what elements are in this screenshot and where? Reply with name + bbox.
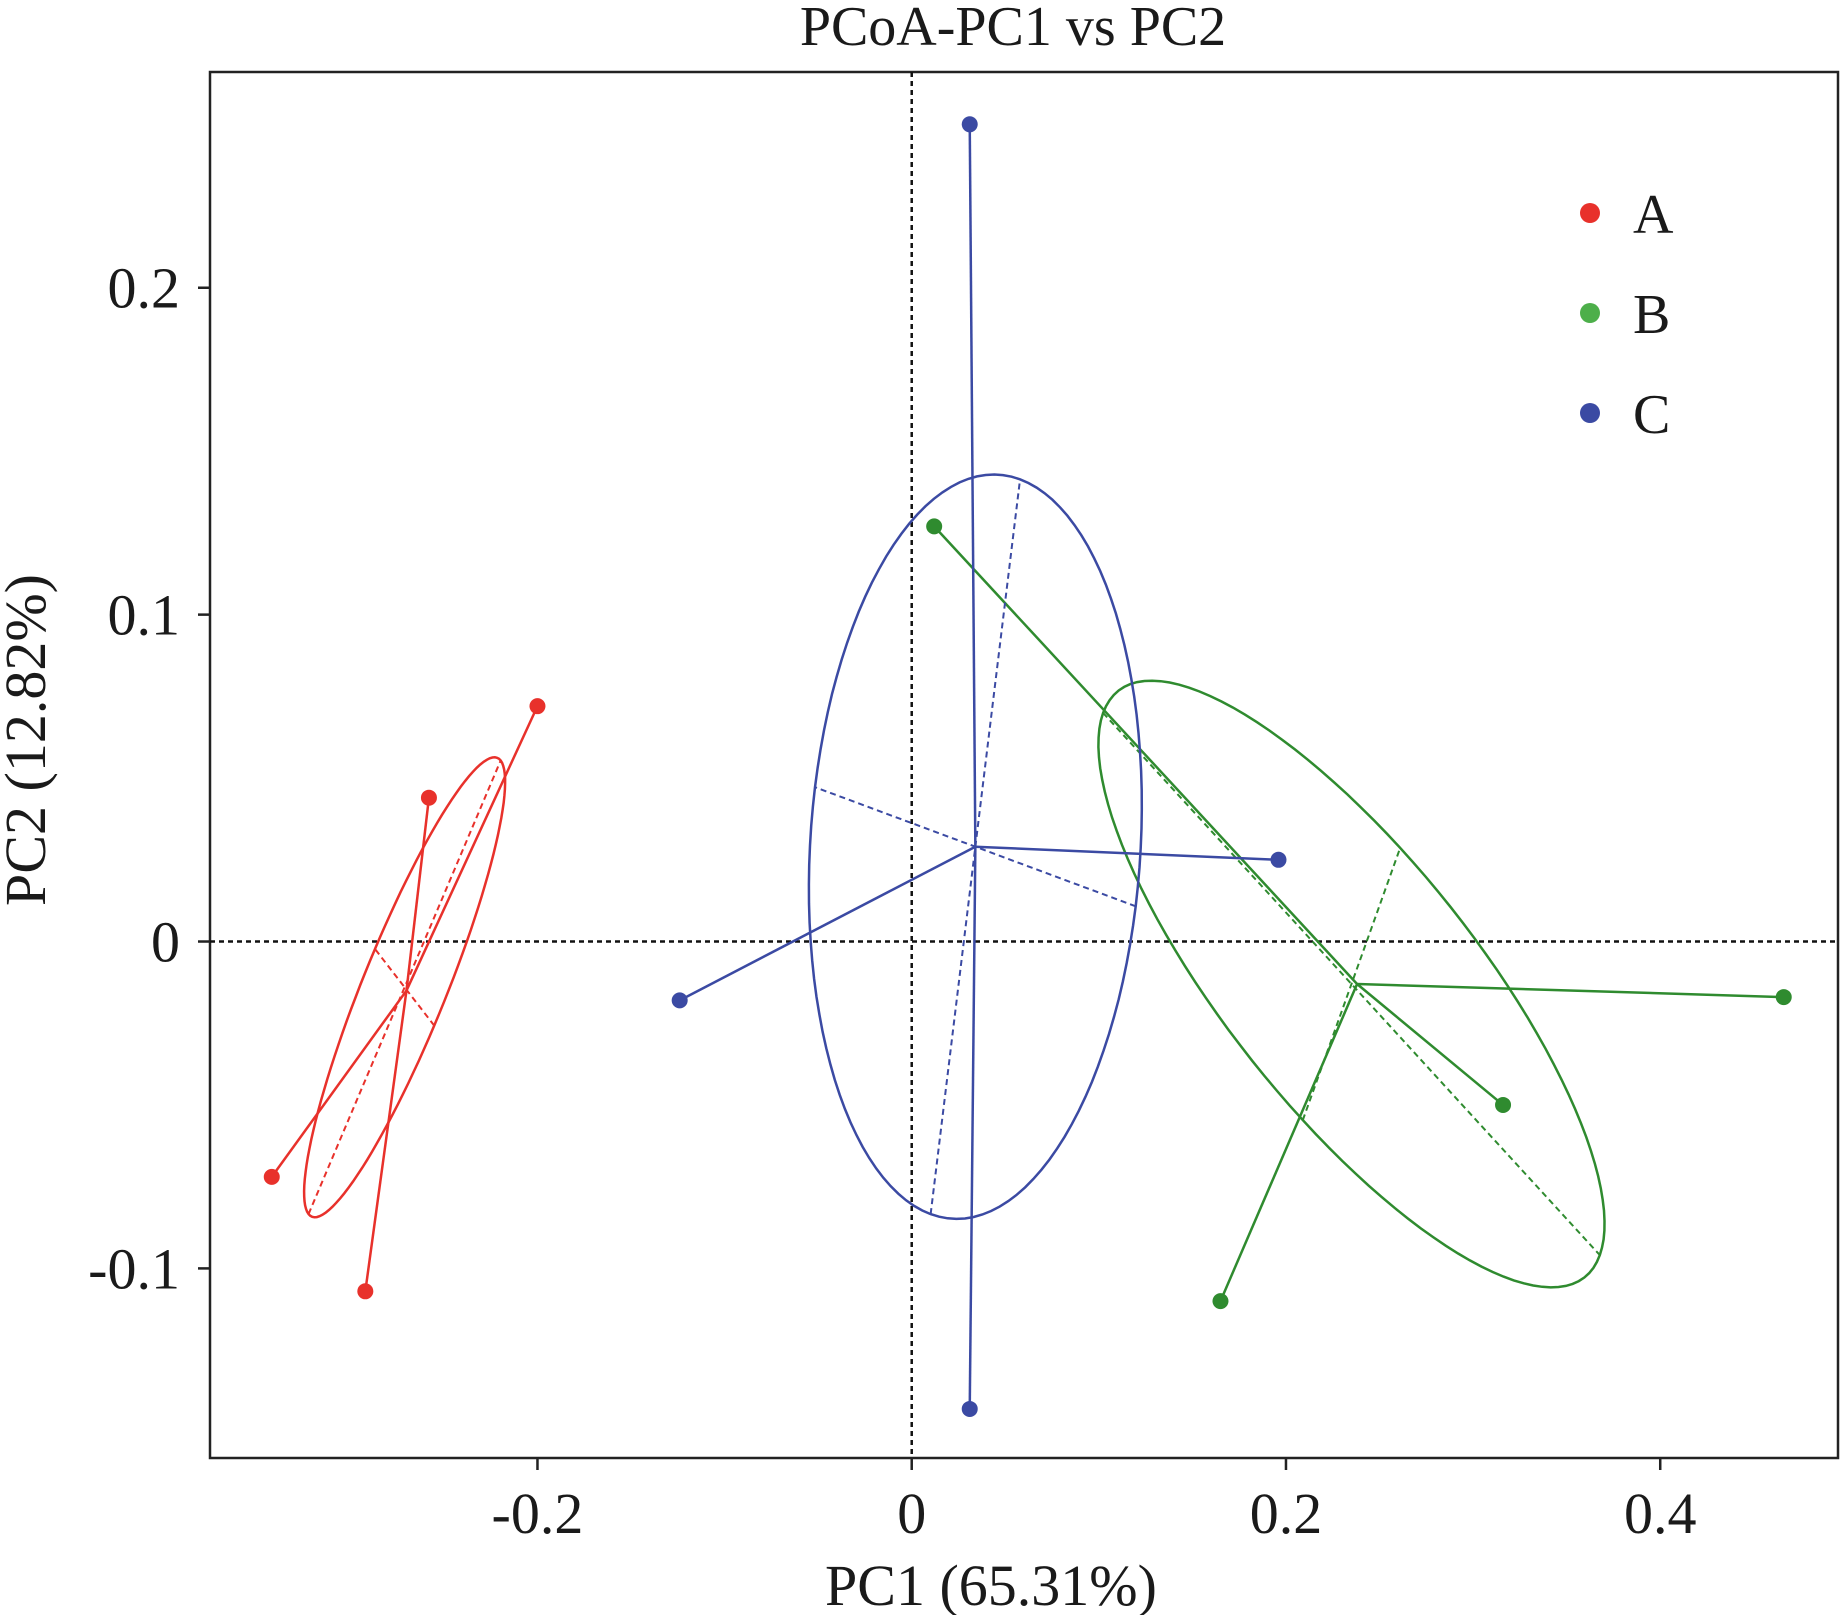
x-tick-label: 0.2 — [1250, 1481, 1323, 1546]
ellipse-a — [302, 756, 507, 1219]
y-tick-label: -0.1 — [88, 1236, 180, 1301]
ellipse-major-axis-a — [307, 760, 502, 1215]
ellipse-b — [1097, 679, 1606, 1289]
legend-label-a: A — [1633, 184, 1674, 246]
legend-label-c: C — [1633, 384, 1670, 446]
ellipse-minor-axis-b — [1301, 847, 1402, 1121]
spider-line-c — [968, 124, 977, 847]
series-a — [263, 698, 546, 1300]
point-c — [671, 992, 688, 1009]
spider-line-b — [1357, 982, 1784, 999]
point-a — [420, 789, 437, 806]
point-c — [961, 1400, 978, 1417]
point-a — [357, 1283, 374, 1300]
spider-line-c — [968, 846, 977, 1409]
x-axis-title: PC1 (65.31%) — [825, 1553, 1157, 1615]
legend: ABC — [1580, 184, 1674, 446]
y-tick-label: 0 — [151, 910, 180, 975]
x-tick-label: 0 — [897, 1481, 926, 1546]
legend-marker-b — [1580, 303, 1600, 323]
spider-line-a — [364, 990, 408, 1292]
y-tick-label: 0.2 — [108, 256, 181, 321]
ellipse-major-axis-b — [1102, 712, 1601, 1256]
point-a — [529, 698, 546, 715]
ellipse-minor-axis-a — [374, 948, 436, 1027]
spider-line-c — [679, 845, 976, 1002]
point-b — [926, 518, 943, 535]
point-b — [1495, 1096, 1512, 1113]
spider-line-b — [1219, 983, 1359, 1302]
point-b — [1775, 989, 1792, 1006]
chart-title: PCoA-PC1 vs PC2 — [800, 0, 1226, 58]
x-tick-label: -0.2 — [492, 1481, 584, 1546]
point-c — [1270, 851, 1287, 868]
point-b — [1212, 1293, 1229, 1310]
y-tick-label: 0.1 — [108, 583, 181, 648]
legend-label-b: B — [1633, 284, 1670, 346]
y-axis-title: PC2 (12.82%) — [0, 574, 58, 906]
spider-line-a — [405, 705, 539, 992]
legend-marker-c — [1580, 403, 1600, 423]
spider-line-a — [405, 797, 431, 991]
legend-marker-a — [1580, 203, 1600, 223]
series-c — [671, 116, 1287, 1417]
x-tick-label: 0.4 — [1624, 1481, 1697, 1546]
plot-area: -0.2 0 0.2 0.4 -0.1 0 0.1 0.2 — [88, 70, 1840, 1546]
point-a — [263, 1168, 280, 1185]
plot-frame — [208, 70, 1840, 1460]
spider-line-b — [1356, 983, 1504, 1106]
point-c — [961, 116, 978, 133]
spider-line-c — [975, 845, 1279, 862]
spider-line-a — [270, 989, 408, 1178]
